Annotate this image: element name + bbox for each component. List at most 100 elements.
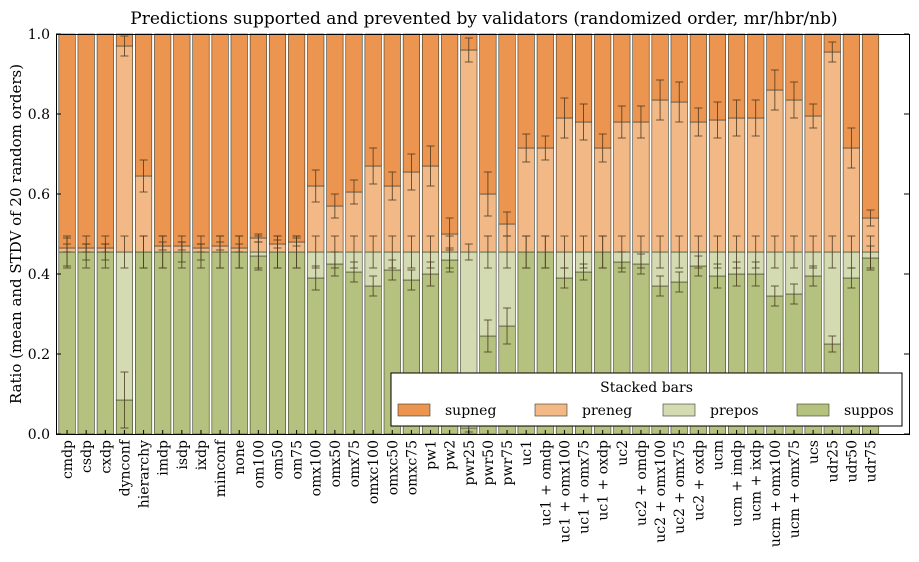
x-tick-label: omx100	[309, 440, 325, 496]
bar-preneg	[670, 101, 688, 253]
bar-supneg	[173, 33, 191, 247]
x-tick-label: uc1	[519, 440, 535, 466]
bar-preneg	[766, 89, 784, 253]
legend-label-preneg: preneg	[582, 403, 632, 419]
bar-preneg	[708, 119, 727, 253]
x-tick-label: omxc75	[404, 440, 420, 495]
bar-supneg	[383, 33, 401, 187]
y-axis: 0.0 0.2 0.4 0.6 0.8 1.0	[28, 27, 909, 443]
bar-supneg	[58, 33, 76, 249]
bar-suppos	[288, 251, 306, 435]
bar-supneg	[135, 33, 153, 177]
bar-supneg	[307, 33, 325, 187]
bar-suppos	[58, 251, 76, 435]
bar-preneg	[728, 117, 746, 253]
bar-preneg	[575, 121, 593, 253]
x-tick-label: csdp	[79, 440, 95, 473]
bar-preneg	[115, 45, 133, 253]
x-tick-label: uc2 + oxdp	[691, 440, 707, 521]
bar-supneg	[364, 33, 382, 167]
legend-label-supneg: supneg	[445, 403, 496, 419]
y-tick-label: 0.4	[28, 267, 50, 283]
bar-supneg	[441, 33, 459, 235]
x-tick-label: uc2 + omx75	[672, 440, 688, 534]
bar-supneg	[498, 33, 516, 225]
plot-frame	[56, 34, 910, 435]
x-tick-label: om50	[270, 440, 286, 480]
x-tick-label: uc2 + omx100	[653, 440, 669, 543]
x-tick-label: isdp	[175, 440, 191, 470]
legend-swatch-prepos	[662, 403, 696, 417]
bar-preneg	[651, 99, 669, 253]
bar-supneg	[192, 33, 210, 249]
bar-preneg	[747, 117, 765, 253]
x-tick-label: ixdp	[194, 440, 210, 470]
bar-suppos	[192, 251, 210, 435]
x-tick-label: pwr25	[462, 440, 478, 485]
bar-preneg	[613, 121, 631, 253]
x-tick-label: ucm + ixdp	[749, 440, 765, 521]
bar-supneg	[96, 33, 114, 249]
bar-suppos	[173, 251, 191, 435]
x-tick-label: pw2	[443, 440, 459, 470]
y-tick-label: 0.2	[28, 347, 50, 363]
bar-preneg	[632, 121, 650, 253]
x-tick-label: udr25	[825, 440, 841, 483]
x-tick-label: cmdp	[60, 440, 76, 479]
bar-preneg	[689, 121, 707, 253]
x-tick-label: udr75	[864, 440, 880, 483]
bar-suppos	[230, 251, 248, 435]
x-tick-label: pwr50	[481, 440, 497, 485]
x-tick-label: imdp	[156, 440, 172, 476]
bar-supneg	[536, 33, 554, 149]
x-tick-label: omx50	[328, 440, 344, 487]
legend-label-suppos: suppos	[844, 403, 894, 419]
x-tick-label: ucm + omx75	[787, 440, 803, 538]
x-tick-label: ucm	[710, 440, 726, 470]
legend-title: Stacked bars	[600, 380, 693, 396]
y-axis-label: Ratio (mean and STDV of 20 random orders…	[7, 64, 25, 404]
bar-supneg	[345, 33, 363, 193]
bar-supneg	[594, 33, 612, 149]
bar-suppos	[268, 251, 287, 435]
bar-suppos	[364, 285, 382, 435]
y-tick-label: 0.0	[28, 427, 50, 443]
x-tick-label: omxc100	[366, 440, 382, 504]
x-tick-label: dynconf	[117, 438, 133, 496]
bar-supneg	[154, 33, 172, 247]
y-tick-label: 0.6	[28, 187, 50, 203]
x-tick-label: pwr75	[500, 440, 516, 485]
x-tick-label: none	[232, 440, 248, 475]
bar-suppos	[211, 251, 229, 435]
y-tick-label: 1.0	[28, 27, 50, 43]
x-tick-label: minconf	[213, 438, 229, 497]
bar-supneg	[230, 33, 248, 249]
bar-supneg	[249, 33, 267, 239]
bar-suppos	[345, 271, 363, 435]
bar-preneg	[804, 115, 822, 253]
x-tick-label: uc2	[615, 440, 631, 466]
bar-supneg	[402, 33, 420, 173]
bar-suppos	[154, 251, 172, 435]
bar-supneg	[77, 33, 95, 249]
bar-supneg	[211, 33, 229, 247]
bar-suppos	[135, 251, 153, 435]
bar-supneg	[326, 33, 344, 207]
legend-swatch-preneg	[534, 403, 568, 417]
x-tick-label: hierarchy	[137, 440, 153, 508]
x-tick-label: ucm + omx100	[768, 440, 784, 547]
legend-swatch-suppos	[796, 403, 830, 417]
x-tick-label: uc1 + omx75	[577, 440, 593, 534]
bar-supneg	[288, 33, 306, 243]
legend-box	[390, 372, 903, 427]
bar-preneg	[785, 99, 803, 253]
x-tick-label: om75	[290, 440, 306, 480]
x-tick-label: omx75	[347, 440, 363, 487]
x-tick-label: uc2 + omdp	[634, 440, 650, 526]
bar-preneg	[460, 49, 478, 253]
x-tick-label: ucs	[806, 440, 822, 464]
bar-suppos	[307, 277, 325, 435]
x-tick-label: uc1 + oxdp	[596, 440, 612, 521]
x-axis: cmdp csdp cxdp dynconf hierarchy imdp isdp ixdp…	[60, 430, 880, 547]
x-tick-label: omxc50	[385, 440, 401, 495]
